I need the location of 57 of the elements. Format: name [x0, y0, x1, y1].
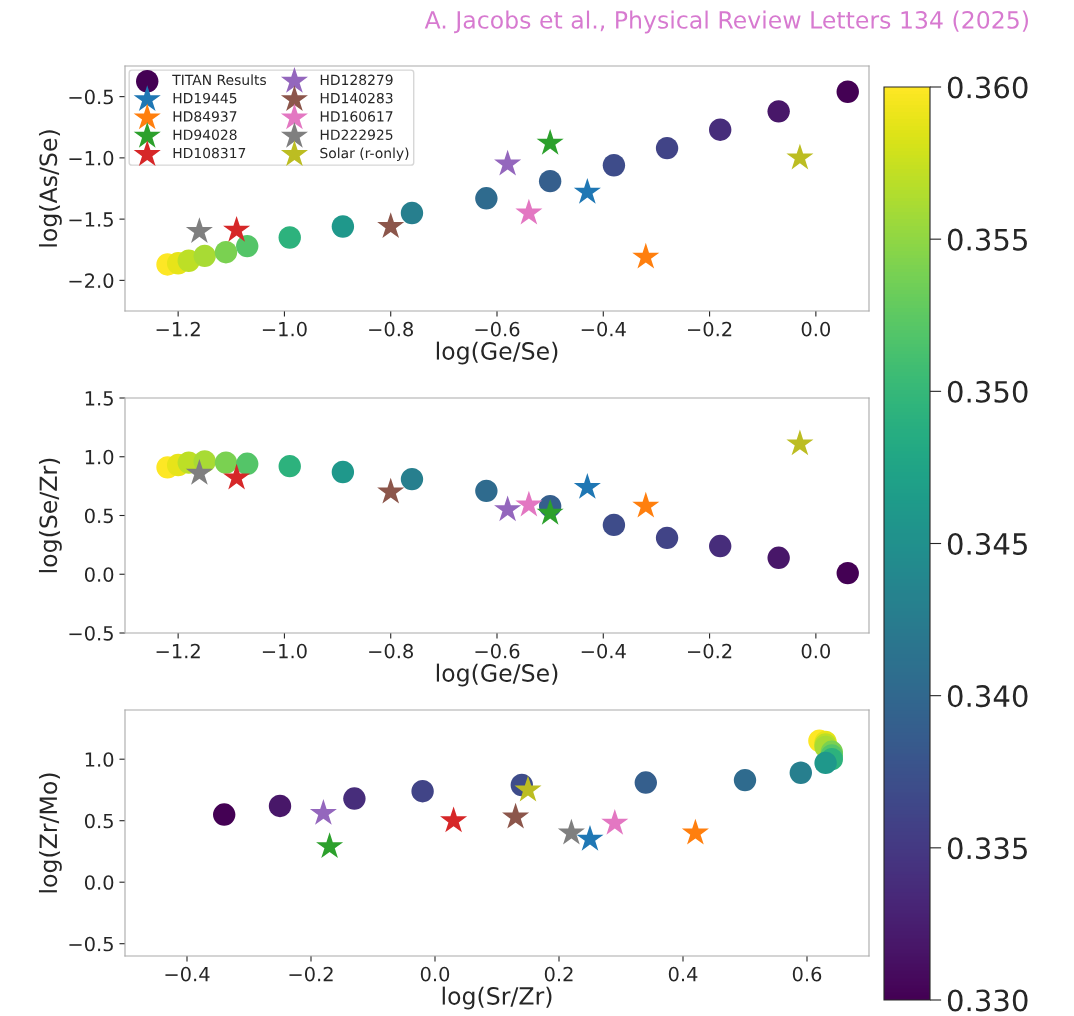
legend-label: Solar (r-only): [320, 147, 409, 161]
y-tick-label: −0.5: [69, 625, 113, 641]
legend-label: HD108317: [173, 147, 246, 159]
y-tick-label: −1.5: [69, 212, 113, 227]
y-tick-label: 1.0: [85, 752, 114, 767]
x-tick-label: −1.2: [156, 321, 200, 337]
x-tick-label: 0.0: [801, 643, 831, 659]
y-tick-label: 1.5: [85, 391, 113, 406]
x-tick-label: −0.8: [369, 321, 413, 337]
x-tick-label: −0.6: [475, 643, 520, 659]
legend-label: HD19445: [173, 92, 237, 104]
y-tick-label: −0.5: [69, 89, 113, 105]
y-axis-title: log(Zr/Mo): [38, 773, 62, 893]
y-tick-label: −0.5: [69, 936, 113, 952]
x-tick-label: 0.4: [668, 966, 698, 982]
x-tick-label: −0.2: [688, 643, 732, 659]
legend-label: TITAN Results: [172, 74, 266, 86]
y-tick-label: 1.0: [85, 449, 114, 465]
color-bar-label: 0.330: [947, 989, 1028, 1012]
y-tick-label: 0.5: [84, 508, 113, 524]
x-axis-title: log(Ge/Se): [436, 663, 558, 687]
y-tick-label: −1.0: [69, 150, 114, 166]
x-tick-label: −0.2: [688, 321, 732, 337]
color-bar-label: 0.345: [947, 532, 1027, 555]
y-tick-label: 0.0: [84, 875, 114, 890]
x-tick-label: 0.0: [801, 321, 831, 337]
x-tick-label: −1.0: [262, 321, 307, 337]
legend-label: HD222925: [320, 129, 393, 140]
y-tick-label: 0.5: [84, 813, 113, 829]
x-tick-label: 0.6: [792, 966, 822, 982]
color-bar-label: 0.340: [947, 685, 1028, 708]
x-tick-label: −0.4: [165, 966, 210, 982]
legend-label: HD94028: [173, 129, 237, 140]
color-bar-label: 0.355: [947, 228, 1027, 251]
x-tick-label: −1.2: [156, 643, 200, 659]
x-axis-title: log(Ge/Se): [436, 341, 558, 365]
y-axis-title: log(As/Se): [38, 130, 62, 247]
color-bar-label: 0.350: [947, 380, 1028, 403]
x-tick-label: −0.8: [369, 643, 413, 659]
legend-label: HD160617: [320, 111, 393, 122]
x-axis-title: log(Sr/Zr): [442, 986, 552, 1010]
x-tick-label: −0.4: [581, 321, 626, 337]
color-bar-label: 0.335: [947, 837, 1027, 860]
color-bar-label: 0.360: [947, 76, 1028, 99]
x-tick-label: 0.2: [544, 966, 573, 982]
y-tick-label: 0.0: [84, 567, 114, 582]
y-axis-title: log(Se/Zr): [38, 458, 62, 573]
chart-title: A. Jacobs et al., Physical Review Letters 134 (2025): [424, 10, 1028, 34]
x-tick-label: −1.0: [262, 643, 307, 659]
x-tick-label: 0.0: [420, 966, 450, 982]
legend-label: HD140283: [320, 92, 393, 104]
y-tick-label: −2.0: [69, 273, 114, 289]
x-tick-label: −0.6: [475, 321, 520, 337]
x-tick-label: −0.2: [289, 966, 333, 982]
x-tick-label: −0.4: [581, 643, 626, 659]
legend-label: HD84937: [173, 111, 237, 122]
legend-label: HD128279: [320, 74, 393, 86]
